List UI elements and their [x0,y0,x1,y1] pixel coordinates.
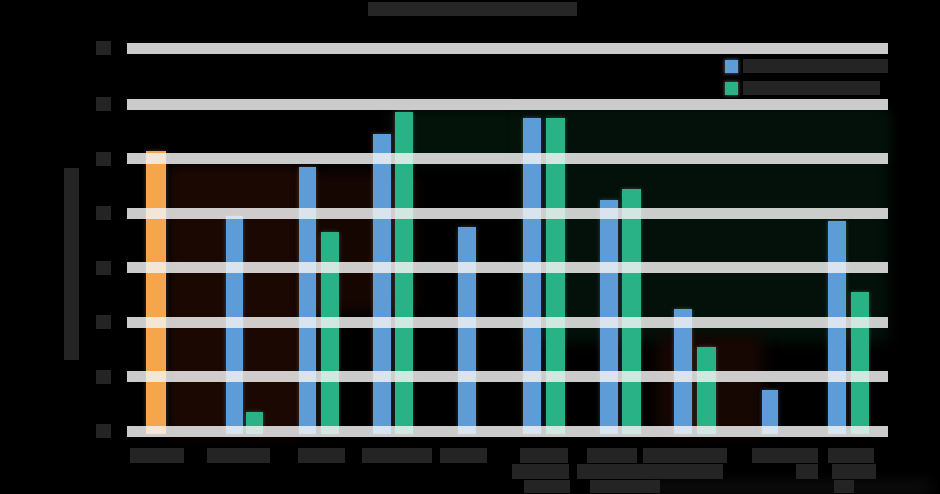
background-tint-wash [650,483,930,491]
chart-title-redaction [368,2,577,16]
xtick-label-redaction-group-5 [440,448,487,463]
bar-blue-group-5 [458,226,476,434]
legend-swatch-green [725,82,738,95]
ytick-label-redaction [96,41,111,55]
ytick-label-redaction [96,151,111,166]
background-tint-wash [522,112,888,342]
xtick-label-redaction-group-8 [650,464,723,479]
xtick-label-redaction-group-2 [207,448,270,463]
bar-green-group-7 [622,188,641,434]
bar-green-group-3 [321,232,339,434]
xtick-label-redaction-group-6 [512,464,569,479]
ytick-label-redaction [96,97,111,111]
bar-green-group-4 [395,112,413,434]
bar-green-group-6 [546,117,565,434]
xtick-label-redaction-group-7 [577,464,657,479]
ytick-label-redaction [96,315,111,329]
bar-blue-group-6 [523,117,541,434]
gridline [127,316,888,328]
gridline [127,371,888,382]
xtick-label-redaction-group-9 [752,448,818,463]
xtick-label-redaction-group-4 [362,448,432,463]
bar-blue-group-3 [299,166,316,434]
xtick-label-redaction-group-9 [796,464,818,479]
bar-blue-group-10 [828,221,846,434]
xtick-label-redaction-group-10 [834,480,854,493]
xtick-label-redaction-group-8 [643,448,727,463]
xtick-label-redaction-group-10 [832,464,876,479]
xtick-label-redaction-group-7 [590,480,660,493]
gridline [127,42,888,54]
legend-label-redaction [743,81,880,95]
ytick-label-redaction [96,260,111,275]
bar-blue-group-9 [762,390,778,434]
y-axis-title-redaction [64,168,79,360]
ytick-label-redaction [96,369,111,384]
legend-label-redaction [743,59,888,73]
gridline [127,153,888,164]
xtick-label-redaction-group-6 [524,480,570,493]
legend-swatch-blue [725,60,738,73]
gridline [127,262,888,273]
bar-green-group-8 [697,346,716,434]
gridline [127,98,888,110]
bar-blue-group-4 [373,134,391,434]
gridline [127,425,888,437]
ytick-label-redaction [96,424,111,438]
xtick-label-redaction-group-6 [520,448,568,463]
xtick-label-redaction-group-3 [298,448,345,463]
bar-orange-group-1 [146,150,166,434]
ytick-label-redaction [96,206,111,220]
gridline [127,207,888,219]
xtick-label-redaction-group-10 [828,448,874,463]
bar-green-group-10 [851,292,869,434]
xtick-label-redaction-group-1 [130,448,184,463]
xtick-label-redaction-group-7 [587,448,637,463]
